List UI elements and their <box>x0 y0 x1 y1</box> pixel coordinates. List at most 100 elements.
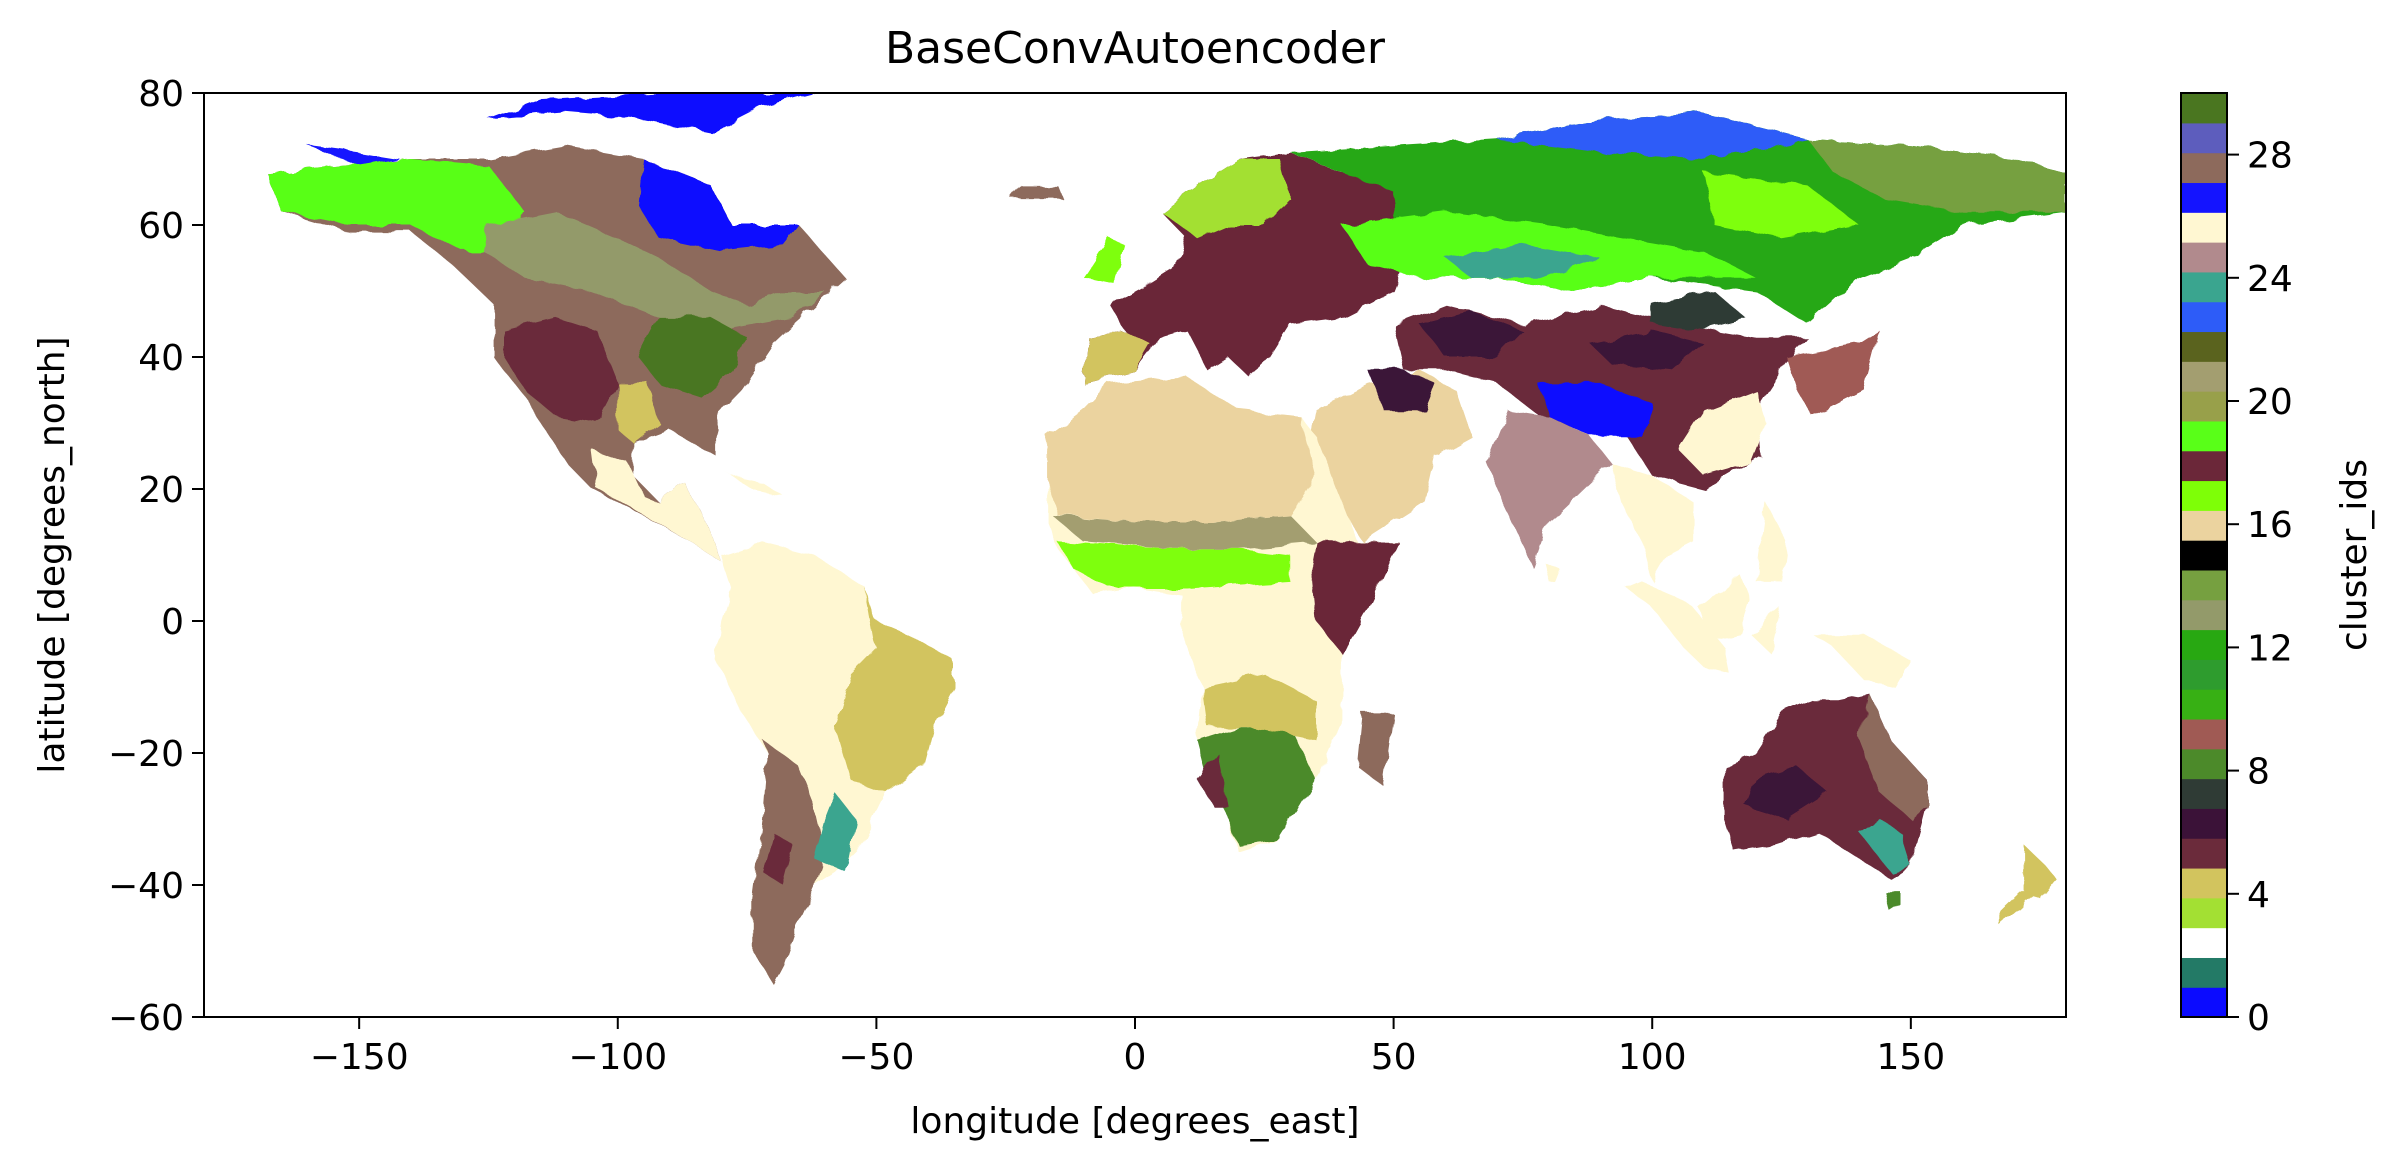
land-regions <box>266 93 2066 984</box>
colorbar-swatch <box>2181 927 2227 958</box>
region-iberia <box>1083 330 1151 384</box>
colorbar-swatch <box>2181 599 2227 631</box>
colorbar-swatch <box>2181 689 2227 720</box>
colorbar-swatch <box>2181 301 2227 333</box>
colorbar-swatch <box>2181 152 2227 184</box>
region-pampas <box>814 792 856 872</box>
x-tick-label: −50 <box>838 1037 914 1078</box>
colorbar-swatch <box>2181 867 2227 899</box>
region-arabia-iran <box>1310 370 1472 542</box>
region-yakutia <box>1703 172 1860 239</box>
colorbar-swatch <box>2181 718 2227 750</box>
x-tick-label: −150 <box>310 1037 409 1078</box>
colorbar-tick-label: 0 <box>2247 998 2270 1039</box>
region-nz-south <box>1998 891 2035 925</box>
colorbar-swatch <box>2181 93 2227 124</box>
region-canadian-shield <box>638 159 799 252</box>
region-alaska-boreal <box>266 159 525 252</box>
region-eastern-forest <box>638 317 748 397</box>
region-tasmania <box>1885 891 1901 912</box>
y-tick-label: 20 <box>138 470 184 511</box>
region-sahel <box>1052 515 1316 549</box>
colorbar-swatch <box>2181 510 2227 541</box>
region-central-america <box>591 449 722 562</box>
region-sri-lanka <box>1543 561 1560 582</box>
region-north-slope <box>307 145 401 166</box>
colorbar-label: cluster_ids <box>2334 459 2375 651</box>
x-tick-label: 150 <box>1876 1037 1945 1078</box>
colorbar-swatch <box>2181 897 2227 929</box>
colorbar-swatch <box>2181 540 2227 571</box>
colorbar-frame <box>2180 92 2228 1018</box>
region-new-guinea <box>1812 634 1911 687</box>
colorbar-swatch <box>2181 331 2227 362</box>
region-taymyr <box>1497 112 1808 159</box>
colorbar-tick-label: 24 <box>2247 259 2293 300</box>
region-namib <box>1197 753 1229 806</box>
region-great-sandy-desert <box>1745 766 1829 819</box>
region-east-africa <box>1310 541 1399 654</box>
x-axis: −150 −100 −50 0 50 100 150 <box>310 1017 1945 1078</box>
region-borneo <box>1698 574 1751 641</box>
region-canadian-boreal <box>483 211 825 331</box>
colorbar-swatch <box>2181 659 2227 690</box>
colorbar-tick-label: 28 <box>2247 136 2293 177</box>
x-tick-label: 50 <box>1371 1037 1417 1078</box>
region-arctic-archipelago <box>488 93 815 133</box>
colorbar-swatch <box>2181 957 2227 988</box>
region-mongolia <box>1652 291 1746 331</box>
region-japan-korea <box>1786 330 1880 417</box>
colorbar-swatch <box>2181 361 2227 392</box>
region-sahara <box>1047 376 1316 522</box>
region-indian-subcontinent <box>1486 409 1611 569</box>
colorbar-swatch <box>2181 629 2227 660</box>
colorbar-swatch <box>2181 122 2227 154</box>
y-tick-label: 40 <box>138 338 184 379</box>
x-axis-label: longitude [degrees_east] <box>910 1101 1359 1142</box>
map-area <box>203 92 2067 1018</box>
region-gobi <box>1590 330 1704 371</box>
colorbar-tick-label: 4 <box>2247 875 2270 916</box>
region-tibetan-plateau <box>1538 383 1653 437</box>
region-east-china <box>1678 390 1766 476</box>
y-tick-label: −60 <box>108 998 184 1039</box>
region-philippines <box>1755 502 1787 582</box>
colorbar-swatch <box>2181 480 2227 511</box>
region-great-plains <box>617 383 660 443</box>
region-far-east <box>1807 139 2066 212</box>
colorbar-tick-label: 8 <box>2247 752 2270 793</box>
colorbar-swatch <box>2181 391 2227 422</box>
x-tick-label: 100 <box>1618 1037 1687 1078</box>
colorbar-swatch <box>2181 420 2227 452</box>
colorbar-swatch <box>2181 242 2227 273</box>
colorbar-swatch <box>2181 748 2227 780</box>
region-caribbean <box>721 469 784 496</box>
y-tick-label: 0 <box>161 602 184 643</box>
region-turan-deserts <box>1419 310 1523 357</box>
colorbar-swatch <box>2181 778 2227 809</box>
region-patagonia-dry <box>762 832 794 885</box>
colorbar-swatch <box>2181 808 2227 839</box>
colorbar-tick-label: 20 <box>2247 382 2293 423</box>
x-tick-label: −100 <box>568 1037 667 1078</box>
colorbar-swatch <box>2181 569 2227 601</box>
chart-title: BaseConvAutoencoder <box>885 23 1386 74</box>
region-brazilian-highlands <box>835 588 954 793</box>
region-eastern-australia <box>1859 693 1927 819</box>
colorbar-swatch <box>2181 450 2227 482</box>
region-scandinavia <box>1160 159 1291 239</box>
region-sulawesi <box>1750 607 1782 654</box>
region-nz-north <box>2024 845 2056 899</box>
colorbar-tick-label: 12 <box>2247 628 2293 669</box>
y-axis-label: latitude [degrees_north] <box>32 336 73 773</box>
colorbar-swatch <box>2181 182 2227 213</box>
region-southeast-australia <box>1859 819 1911 872</box>
y-tick-label: 60 <box>138 206 184 247</box>
colorbar-swatch <box>2181 987 2227 1018</box>
region-west-siberian-plain <box>1445 244 1601 278</box>
region-iceland <box>1010 185 1063 199</box>
colorbar: 0 4 8 12 16 20 24 28 <box>2180 92 2293 1039</box>
region-sudan-savanna <box>1057 541 1291 588</box>
region-sumatra-java <box>1626 581 1730 674</box>
y-tick-label: −20 <box>108 734 184 775</box>
